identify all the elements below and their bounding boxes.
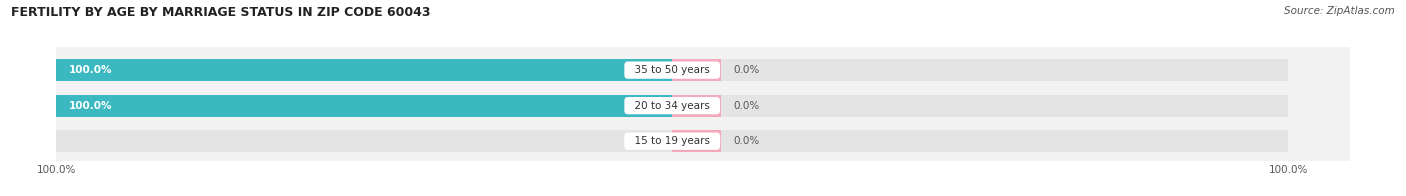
Text: 0.0%: 0.0% [734, 101, 761, 111]
Text: 15 to 19 years: 15 to 19 years [628, 136, 717, 146]
Text: 35 to 50 years: 35 to 50 years [628, 65, 717, 75]
Bar [672, 59, 1288, 81]
Text: 20 to 34 years: 20 to 34 years [628, 101, 717, 111]
Text: 100.0%: 100.0% [69, 65, 112, 75]
Text: FERTILITY BY AGE BY MARRIAGE STATUS IN ZIP CODE 60043: FERTILITY BY AGE BY MARRIAGE STATUS IN Z… [11, 6, 430, 19]
Text: 0.0%: 0.0% [627, 136, 654, 146]
Bar [56, 95, 672, 117]
Text: 100.0%: 100.0% [69, 101, 112, 111]
Text: 0.0%: 0.0% [734, 136, 761, 146]
Bar [672, 95, 1288, 117]
Bar [672, 130, 721, 152]
Text: 0.0%: 0.0% [734, 65, 761, 75]
Bar [672, 130, 1288, 152]
Bar [56, 59, 672, 81]
Bar [672, 59, 721, 81]
Bar [672, 95, 721, 117]
Bar [56, 95, 672, 117]
Bar [56, 59, 672, 81]
Text: Source: ZipAtlas.com: Source: ZipAtlas.com [1284, 6, 1395, 16]
Bar [56, 130, 672, 152]
